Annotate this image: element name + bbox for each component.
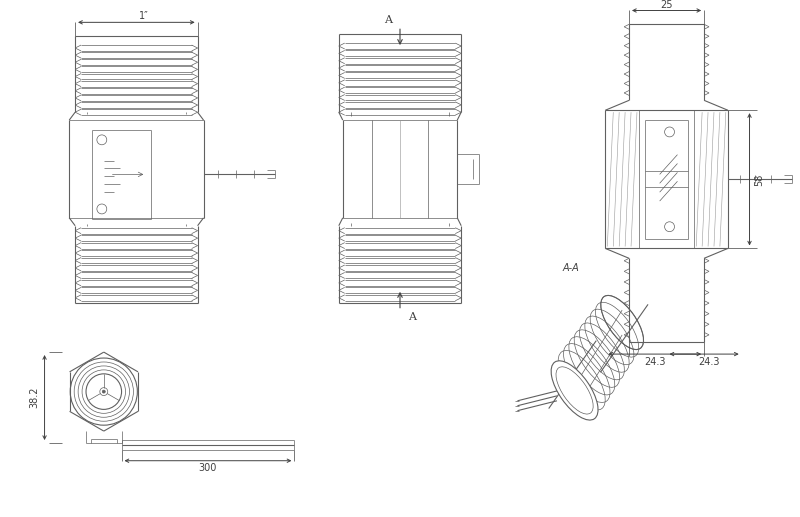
Text: 24.3: 24.3	[698, 357, 720, 367]
Text: 38.2: 38.2	[30, 387, 40, 408]
Text: A: A	[408, 312, 416, 322]
Text: 24.3: 24.3	[644, 357, 666, 367]
Text: 1″: 1″	[139, 11, 149, 21]
Circle shape	[102, 390, 106, 393]
Text: 58: 58	[754, 173, 764, 186]
Text: A-A: A-A	[562, 263, 579, 273]
Text: 300: 300	[198, 463, 217, 473]
Text: A: A	[384, 16, 392, 25]
Ellipse shape	[551, 361, 598, 420]
Text: 25: 25	[660, 0, 673, 10]
